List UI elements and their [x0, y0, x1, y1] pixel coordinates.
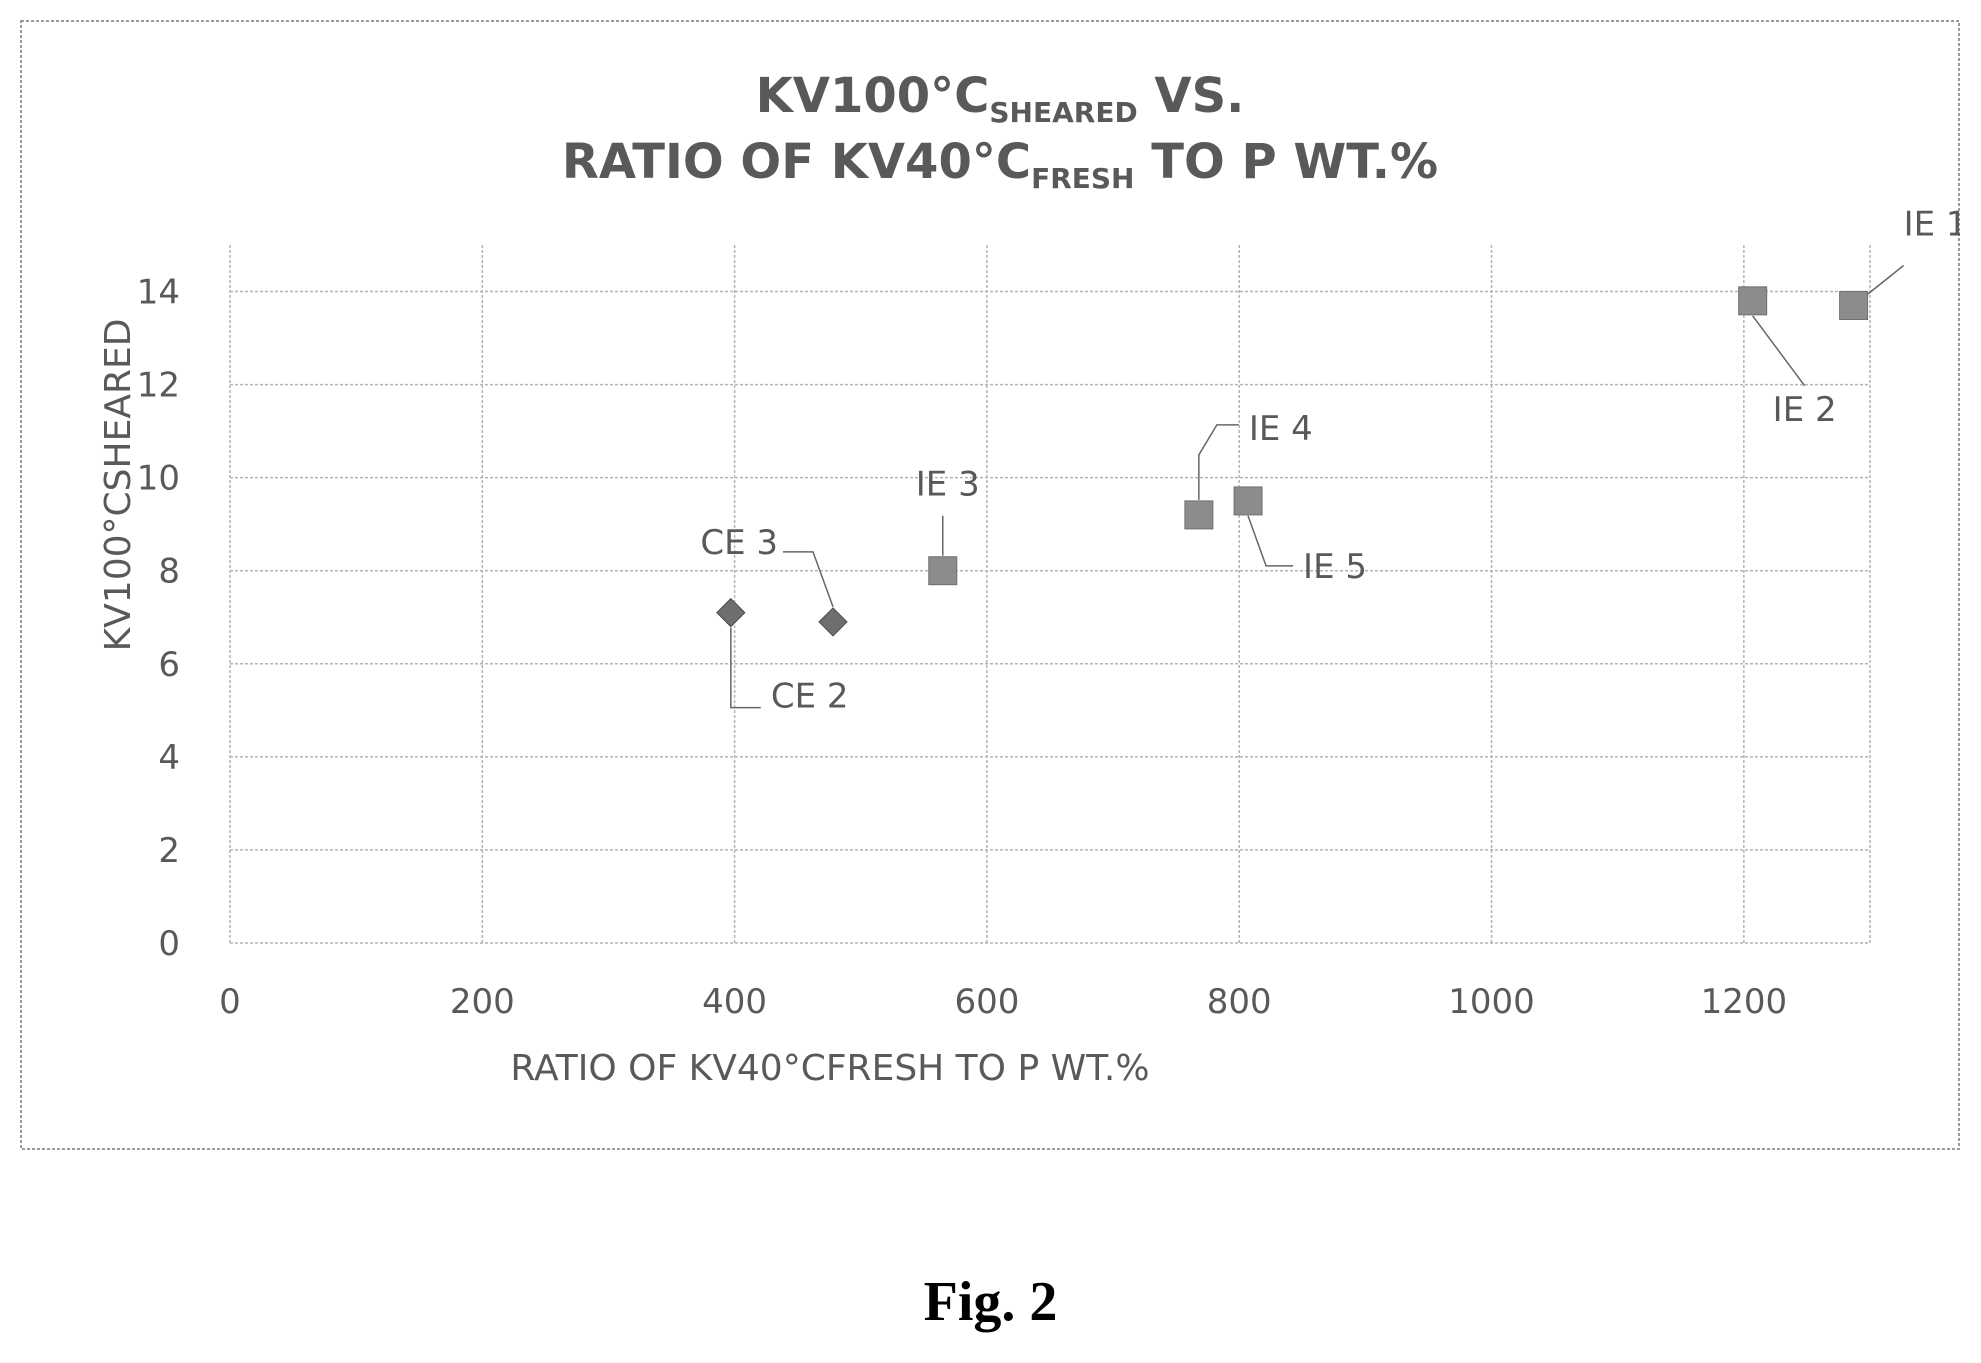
title-line-2-subscript: FRESH	[1031, 162, 1134, 195]
y-tick-label: 8	[158, 552, 180, 592]
x-tick-label: 600	[954, 982, 1019, 1022]
title-line-1-main: KV100°C	[756, 68, 990, 124]
data-labels: CE 2 CE 3 IE 1 IE 2 IE 3 IE 4 IE 5	[700, 204, 1960, 716]
y-tick-label: 14	[137, 273, 180, 313]
x-tick-label: 1200	[1701, 982, 1788, 1022]
diamond-marker	[818, 607, 848, 637]
data-label-leader	[730, 627, 761, 709]
x-tick-label: 200	[450, 982, 515, 1022]
data-markers	[716, 286, 1869, 637]
title-line-1-tail: VS.	[1138, 68, 1245, 124]
chart-border	[20, 20, 1960, 1150]
square-marker	[928, 556, 958, 586]
data-label: IE 5	[1303, 547, 1367, 587]
data-label: CE 3	[700, 523, 778, 563]
data-label-leader	[783, 551, 834, 608]
square-marker	[1184, 500, 1214, 530]
title-line-1-subscript: SHEARED	[989, 96, 1137, 129]
y-tick-label: 6	[158, 645, 180, 685]
chart: KV100°CSHEARED VS. RATIO OF KV40°CFRESH …	[20, 20, 1960, 1150]
data-label: IE 3	[916, 465, 980, 505]
title-line-2-tail: TO P WT.%	[1135, 134, 1439, 190]
tick-labels: 0 2 4 6 8 10 12 14 0 200 400 600 800 1000 1200	[137, 273, 1787, 1022]
data-label-leader	[1198, 424, 1239, 500]
diamond-marker	[716, 597, 746, 628]
data-label: IE 1	[1904, 204, 1960, 244]
square-marker	[1233, 486, 1263, 516]
title-line-2-main: RATIO OF KV40°C	[562, 134, 1031, 190]
chart-title: KV100°CSHEARED VS. RATIO OF KV40°CFRESH …	[562, 68, 1438, 195]
x-tick-label: 1000	[1448, 982, 1535, 1022]
chart-title-line-2: RATIO OF KV40°CFRESH TO P WT.%	[562, 134, 1438, 195]
y-axis-label: KV100°CSHEARED	[98, 319, 139, 652]
data-label: IE 2	[1773, 390, 1837, 430]
x-tick-label: 0	[219, 982, 241, 1022]
data-label-leaders	[730, 264, 1905, 709]
square-marker	[1839, 290, 1869, 320]
y-tick-label: 10	[137, 459, 180, 499]
chart-title-line-1: KV100°CSHEARED VS.	[756, 68, 1245, 129]
y-tick-label: 2	[158, 831, 180, 871]
data-label: IE 4	[1249, 409, 1313, 449]
y-tick-label: 4	[158, 738, 180, 778]
x-axis-label: RATIO OF KV40°CFRESH TO P WT.%	[510, 1048, 1149, 1089]
x-tick-label: 800	[1207, 982, 1272, 1022]
figure-label: Fig. 2	[923, 1271, 1058, 1333]
square-marker	[1738, 286, 1768, 316]
y-tick-label: 12	[137, 366, 180, 406]
x-tick-label: 400	[702, 982, 767, 1022]
y-tick-label: 0	[158, 924, 180, 964]
data-label-leader	[1247, 515, 1294, 567]
plot-grid	[229, 245, 1871, 944]
data-label-leader	[1752, 315, 1806, 387]
data-label: CE 2	[771, 677, 849, 717]
